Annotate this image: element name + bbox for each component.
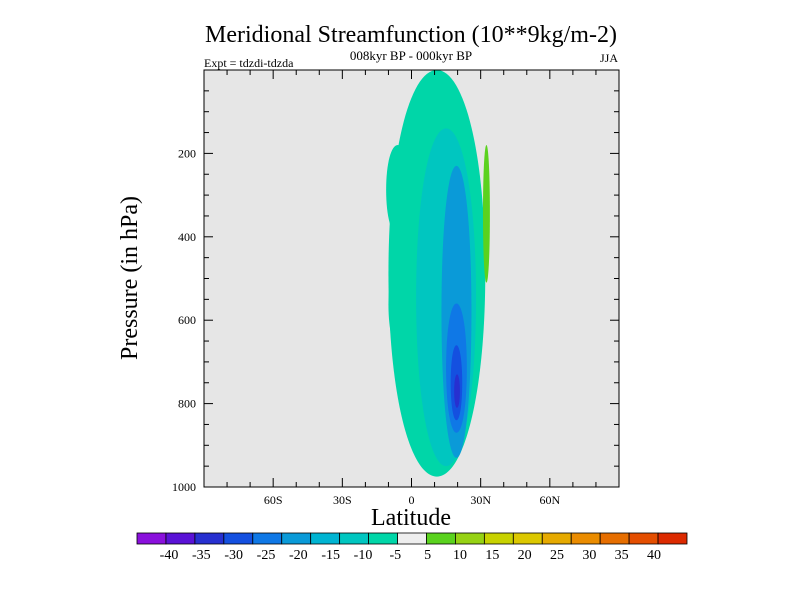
y-tick-label: 400 [178, 230, 196, 244]
colorbar-swatch [281, 532, 312, 545]
colorbar-swatch [194, 532, 225, 545]
colorbar-swatch [426, 532, 456, 545]
chart-subtitle: 008kyr BP - 000kyr BP [350, 48, 472, 63]
colorbar-label: 25 [550, 548, 564, 563]
x-tick-label: 30N [470, 493, 491, 507]
colorbar-swatch [570, 532, 601, 545]
colorbar-label: -5 [389, 548, 401, 563]
colorbar-label: 40 [647, 548, 661, 563]
colorbar-swatch [483, 532, 514, 545]
colorbar-swatch [136, 532, 167, 545]
colorbar-label: 5 [424, 548, 431, 563]
contour-region-south-upper-lobe [386, 145, 410, 235]
colorbar-swatch [223, 532, 254, 545]
colorbar-swatch [339, 532, 369, 545]
y-tick-label: 800 [178, 397, 196, 411]
colorbar-swatch [628, 532, 659, 545]
contour-region-south-lower-lobe [388, 259, 412, 350]
colorbar-swatch [310, 532, 341, 545]
colorbar-swatch [368, 532, 398, 545]
y-tick-label: 600 [178, 313, 196, 327]
x-tick-label: 0 [409, 493, 415, 507]
colorbar-label: 15 [485, 548, 499, 563]
colorbar-swatch [252, 532, 283, 545]
contour-region-core-neg-35 [454, 374, 460, 408]
colorbar-label: -20 [289, 548, 308, 563]
colorbar-swatch [165, 532, 196, 545]
y-tick-label: 200 [178, 146, 196, 160]
contour-region-positive-cell-30N [482, 145, 490, 283]
colorbar-label: 10 [453, 548, 467, 563]
colorbar-label: -40 [160, 548, 179, 563]
colorbar-swatch [599, 532, 630, 545]
x-tick-label: 30S [333, 493, 352, 507]
contour-layer [386, 70, 490, 477]
y-tick-label: 1000 [172, 480, 196, 494]
colorbar-swatch [541, 532, 572, 545]
colorbar-swatch [397, 532, 427, 545]
colorbar-swatch [512, 532, 543, 545]
colorbar-label: -15 [321, 548, 340, 563]
colorbar-label: 30 [582, 548, 596, 563]
x-axis-label: Latitude [371, 505, 451, 531]
experiment-label: Expt = tdzdi-tdzda [204, 56, 294, 70]
colorbar-label: 20 [518, 548, 532, 563]
colorbar-label: -30 [224, 548, 243, 563]
y-axis-label: Pressure (in hPa) [117, 196, 143, 360]
chart-title: Meridional Streamfunction (10**9kg/m-2) [205, 22, 617, 48]
colorbar-label: -10 [354, 548, 373, 563]
x-tick-label: 60S [264, 493, 283, 507]
x-tick-label: 60N [539, 493, 560, 507]
colorbar-label: -25 [257, 548, 276, 563]
colorbar-label: 35 [615, 548, 629, 563]
season-label: JJA [600, 51, 618, 65]
colorbar-label: -35 [192, 548, 211, 563]
colorbar-swatch [657, 532, 688, 545]
tick-layer: 60S 30S 0 30N 60N 200 400 600 800 1000 [172, 70, 619, 507]
colorbar-swatch [455, 532, 485, 545]
colorbar: -40 -35 -30 -25 -20 -15 -10 -5 5 10 15 20 25 30 35 40 [136, 532, 688, 563]
